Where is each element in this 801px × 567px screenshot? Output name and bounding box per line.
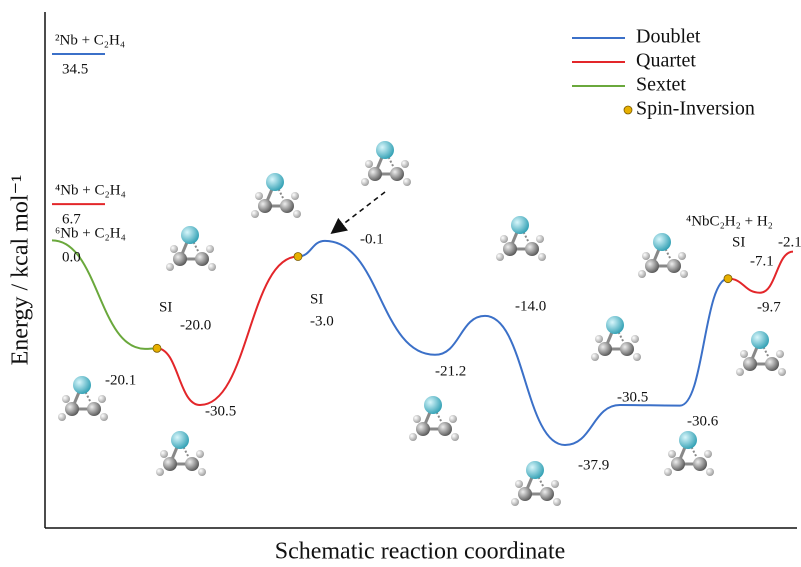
molecule: [591, 316, 641, 361]
value-label: -37.9: [578, 457, 609, 473]
si-label: SI: [159, 299, 172, 315]
molecule: [409, 396, 459, 441]
value-label: -20.0: [180, 317, 211, 333]
spin-inversion-point: [724, 275, 732, 283]
y-axis-label: Energy / kcal mol⁻¹: [8, 175, 34, 366]
end-label: ⁴NbC₂H₂ + H₂: [686, 213, 773, 229]
chart: Energy / kcal mol⁻¹ Schematic reaction c…: [0, 0, 801, 567]
molecule: [58, 376, 108, 421]
level-value: 6.7: [62, 212, 81, 228]
spin-inversion-point: [153, 344, 161, 352]
legend-label: Sextet: [636, 74, 686, 96]
molecule: [736, 331, 786, 376]
legend-label: Spin-Inversion: [636, 98, 755, 120]
molecule: [496, 216, 546, 261]
molecule: [361, 141, 411, 186]
legend-marker: [624, 106, 632, 114]
level-value: 34.5: [62, 61, 88, 77]
energy-curve: [298, 241, 728, 445]
value-label: -14.0: [515, 298, 546, 314]
arrow: [333, 192, 385, 232]
legend-label: Quartet: [636, 50, 696, 72]
value-label: -3.0: [310, 313, 334, 329]
value-label: -2.1: [778, 234, 801, 250]
molecule: [166, 226, 216, 271]
molecule: [511, 461, 561, 506]
molecule: [251, 173, 301, 218]
molecules: [58, 141, 786, 506]
value-label: -21.2: [435, 363, 466, 379]
value-label: -20.1: [105, 372, 136, 388]
si-label: SI: [310, 291, 323, 307]
start-label: ⁶Nb + C₂H₄: [55, 225, 126, 241]
value-label: -7.1: [750, 253, 774, 269]
legend-label: Doublet: [636, 26, 701, 48]
value-label: -30.5: [205, 403, 236, 419]
level-label: ⁴Nb + C₂H₄: [55, 183, 126, 199]
level-label: ²Nb + C₂H₄: [55, 32, 125, 48]
molecule: [664, 431, 714, 476]
value-label: -0.1: [360, 231, 384, 247]
si-label: SI: [732, 234, 745, 250]
value-label: 0.0: [62, 249, 81, 265]
value-label: -9.7: [757, 299, 781, 315]
value-label: -30.6: [687, 413, 719, 429]
spin-inversion-point: [294, 253, 302, 261]
value-label: -30.5: [617, 389, 648, 405]
molecule: [638, 233, 688, 278]
molecule: [156, 431, 206, 476]
energy-curve: [157, 252, 793, 405]
x-axis-label: Schematic reaction coordinate: [275, 539, 566, 565]
